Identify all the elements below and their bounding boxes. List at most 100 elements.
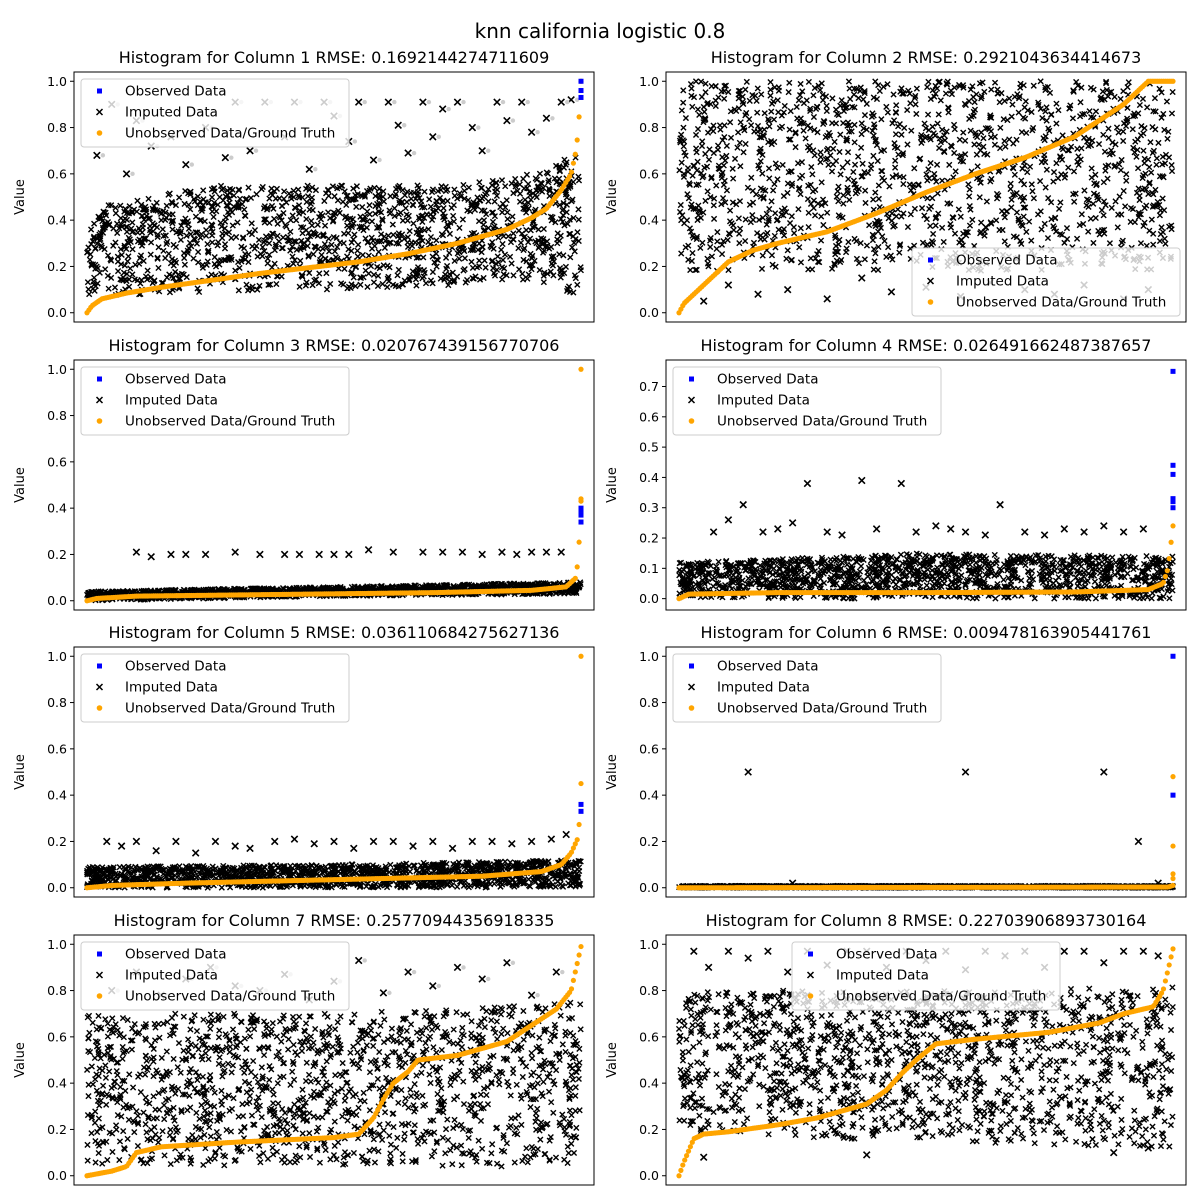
imputed-point <box>92 283 99 290</box>
imputed-point <box>735 215 742 222</box>
imputed-point <box>786 126 793 133</box>
imputed-point <box>498 264 506 271</box>
imputed-point <box>456 224 463 231</box>
imputed-point <box>758 134 765 141</box>
imputed-point <box>442 254 450 261</box>
imputed-point <box>788 257 795 264</box>
imputed-point <box>1046 127 1053 134</box>
imputed-point <box>441 276 448 283</box>
imputed-point <box>762 187 769 194</box>
imputed-point <box>554 230 561 237</box>
imputed-point <box>1092 171 1099 178</box>
imputed-point <box>270 205 277 212</box>
imputed-point <box>1139 174 1146 182</box>
imputed-point <box>249 283 256 290</box>
imputed-point <box>461 195 468 202</box>
imputed-point <box>85 244 92 251</box>
imputed-point <box>380 198 388 205</box>
imputed-point <box>567 183 574 190</box>
imputed-point <box>1165 128 1172 135</box>
imputed-point <box>900 210 907 217</box>
imputed-point <box>242 196 249 203</box>
light-point <box>313 167 318 172</box>
imputed-point <box>500 233 507 240</box>
imputed-point <box>334 243 341 251</box>
y-tick-label: 0.4 <box>47 213 67 228</box>
imputed-point <box>904 106 911 114</box>
imputed-point <box>149 205 156 212</box>
imputed-point <box>1096 231 1103 238</box>
ground-truth-series <box>84 366 584 604</box>
imputed-point <box>693 167 701 174</box>
imputed-point <box>870 246 878 253</box>
imputed-point <box>967 127 974 134</box>
imputed-point <box>419 548 427 556</box>
imputed-point <box>264 255 271 262</box>
imputed-point <box>507 239 515 246</box>
imputed-point <box>254 286 261 293</box>
imputed-point <box>1116 161 1123 168</box>
imputed-point <box>469 247 476 254</box>
imputed-point <box>1116 193 1123 200</box>
imputed-point <box>1015 215 1022 222</box>
imputed-point <box>715 94 722 101</box>
imputed-point <box>889 173 896 181</box>
imputed-point <box>1030 124 1037 132</box>
imputed-point <box>870 94 877 101</box>
imputed-point <box>138 276 145 284</box>
imputed-point <box>385 278 392 285</box>
imputed-point <box>112 239 119 246</box>
imputed-point <box>502 204 509 211</box>
imputed-point <box>429 268 437 276</box>
imputed-point <box>818 201 825 209</box>
imputed-point <box>1009 191 1017 199</box>
imputed-point <box>683 217 691 224</box>
imputed-point <box>975 141 982 148</box>
imputed-point <box>1158 224 1165 231</box>
imputed-point <box>498 246 505 253</box>
imputed-point <box>737 163 744 170</box>
imputed-point <box>386 207 393 214</box>
imputed-point <box>321 197 328 205</box>
imputed-point <box>570 239 578 246</box>
imputed-point <box>1118 239 1125 246</box>
imputed-point <box>401 235 408 242</box>
imputed-point <box>125 253 132 260</box>
imputed-point <box>194 202 201 209</box>
imputed-point <box>768 100 776 107</box>
imputed-point <box>287 247 294 254</box>
imputed-point <box>450 212 457 220</box>
imputed-point <box>739 93 746 100</box>
imputed-point <box>860 96 867 103</box>
imputed-point <box>364 208 371 215</box>
imputed-point <box>1118 156 1125 164</box>
imputed-point <box>676 167 683 174</box>
imputed-point <box>814 129 821 136</box>
imputed-point <box>139 221 146 228</box>
imputed-point <box>1104 175 1111 182</box>
imputed-point <box>795 186 802 193</box>
imputed-point <box>273 185 281 192</box>
imputed-point <box>395 240 402 247</box>
imputed-point <box>795 206 802 213</box>
imputed-point <box>279 245 286 252</box>
imputed-point <box>930 130 937 137</box>
imputed-point <box>374 282 382 290</box>
imputed-point <box>857 84 864 91</box>
imputed-point <box>376 238 383 245</box>
imputed-point <box>345 550 353 559</box>
imputed-point <box>986 114 994 121</box>
imputed-point <box>302 584 310 592</box>
imputed-point <box>892 164 899 171</box>
imputed-point <box>978 95 985 102</box>
imputed-point <box>694 216 701 224</box>
imputed-point <box>362 235 369 242</box>
imputed-point <box>185 221 192 228</box>
imputed-point <box>1021 162 1028 169</box>
imputed-point <box>900 150 907 157</box>
imputed-point <box>858 144 865 151</box>
imputed-point <box>341 214 349 221</box>
imputed-point <box>1042 184 1049 191</box>
imputed-point <box>765 217 772 224</box>
imputed-point <box>102 588 109 595</box>
